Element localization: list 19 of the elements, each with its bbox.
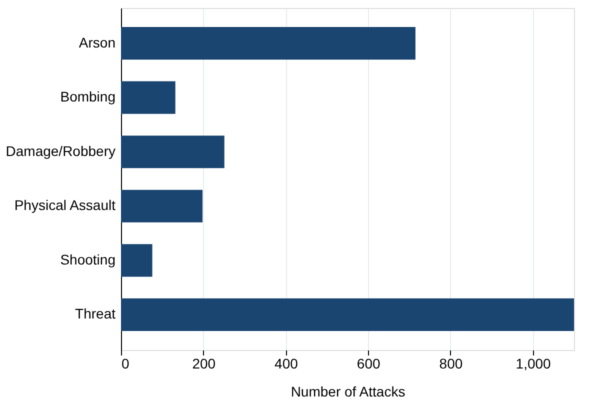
bar (121, 27, 416, 60)
x-tick-label: 800 (439, 356, 463, 372)
bar (121, 190, 203, 222)
bar (121, 298, 574, 331)
y-tick-label: Threat (75, 306, 116, 322)
y-tick-label: Physical Assault (14, 197, 116, 214)
x-tick-label: 400 (274, 356, 298, 372)
y-tick-label: Arson (78, 34, 116, 50)
bar (121, 81, 176, 114)
y-tick-label: Bombing (60, 88, 116, 105)
x-tick-label: 200 (192, 356, 216, 372)
bar (121, 136, 224, 168)
y-tick-label: Damage/Robbery (6, 142, 116, 159)
y-tick-label: Shooting (60, 251, 116, 268)
x-tick-label: 600 (356, 356, 380, 372)
x-tick-label: 0 (122, 356, 130, 372)
bar (121, 244, 152, 277)
x-tick-label: 1,000 (516, 356, 552, 372)
x-axis-title: Number of Attacks (290, 384, 406, 400)
